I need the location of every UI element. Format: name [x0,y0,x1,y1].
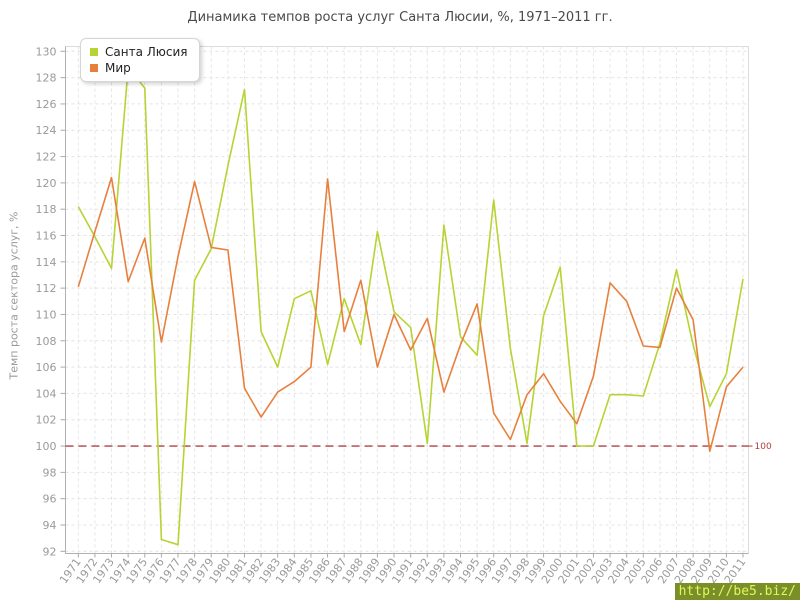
legend-label-world: Мир [105,61,131,75]
line-world [77,176,744,453]
chart-title: Динамика темпов роста услуг Санта Люсии,… [187,10,613,25]
y-tick-label: 120 [36,177,57,190]
y-tick-label: 118 [36,203,57,216]
y-tick-label: 92 [43,545,57,558]
y-axis-title: Темп роста сектора услуг, % [7,211,21,380]
y-tick-label: 112 [36,282,57,295]
legend-item-santa-lucia: Санта Люсия [90,44,187,60]
y-tick-label: 104 [36,387,57,400]
legend-item-world: Мир [90,60,187,76]
y-tick-label: 108 [36,335,57,348]
y-tick-label: 110 [36,308,57,321]
legend-swatch-santa-lucia-icon [90,48,98,56]
legend-label-santa-lucia: Санта Люсия [105,45,188,59]
y-tick-label: 116 [36,230,57,243]
legend-swatch-world-icon [90,64,98,72]
y-tick-label: 128 [36,72,57,85]
y-tick-label: 124 [36,124,57,137]
y-tick-label: 114 [36,256,57,269]
y-tick-label: 122 [36,151,57,164]
y-tick-label: 102 [36,414,57,427]
line-santa-lucia [77,66,744,546]
watermark-link[interactable]: http://be5.biz/ [674,583,800,600]
y-tick-label: 100 [36,440,57,453]
y-tick-label: 126 [36,98,57,111]
y-tick-label: 98 [43,466,57,479]
plot-border [65,46,749,554]
legend: Санта Люсия Мир [80,38,201,82]
y-tick-label: 106 [36,361,57,374]
y-tick-label: 96 [43,493,57,506]
y-tick-label: 94 [43,519,57,532]
reference-line-label: 100 [755,442,772,452]
y-tick-label: 130 [36,45,57,58]
